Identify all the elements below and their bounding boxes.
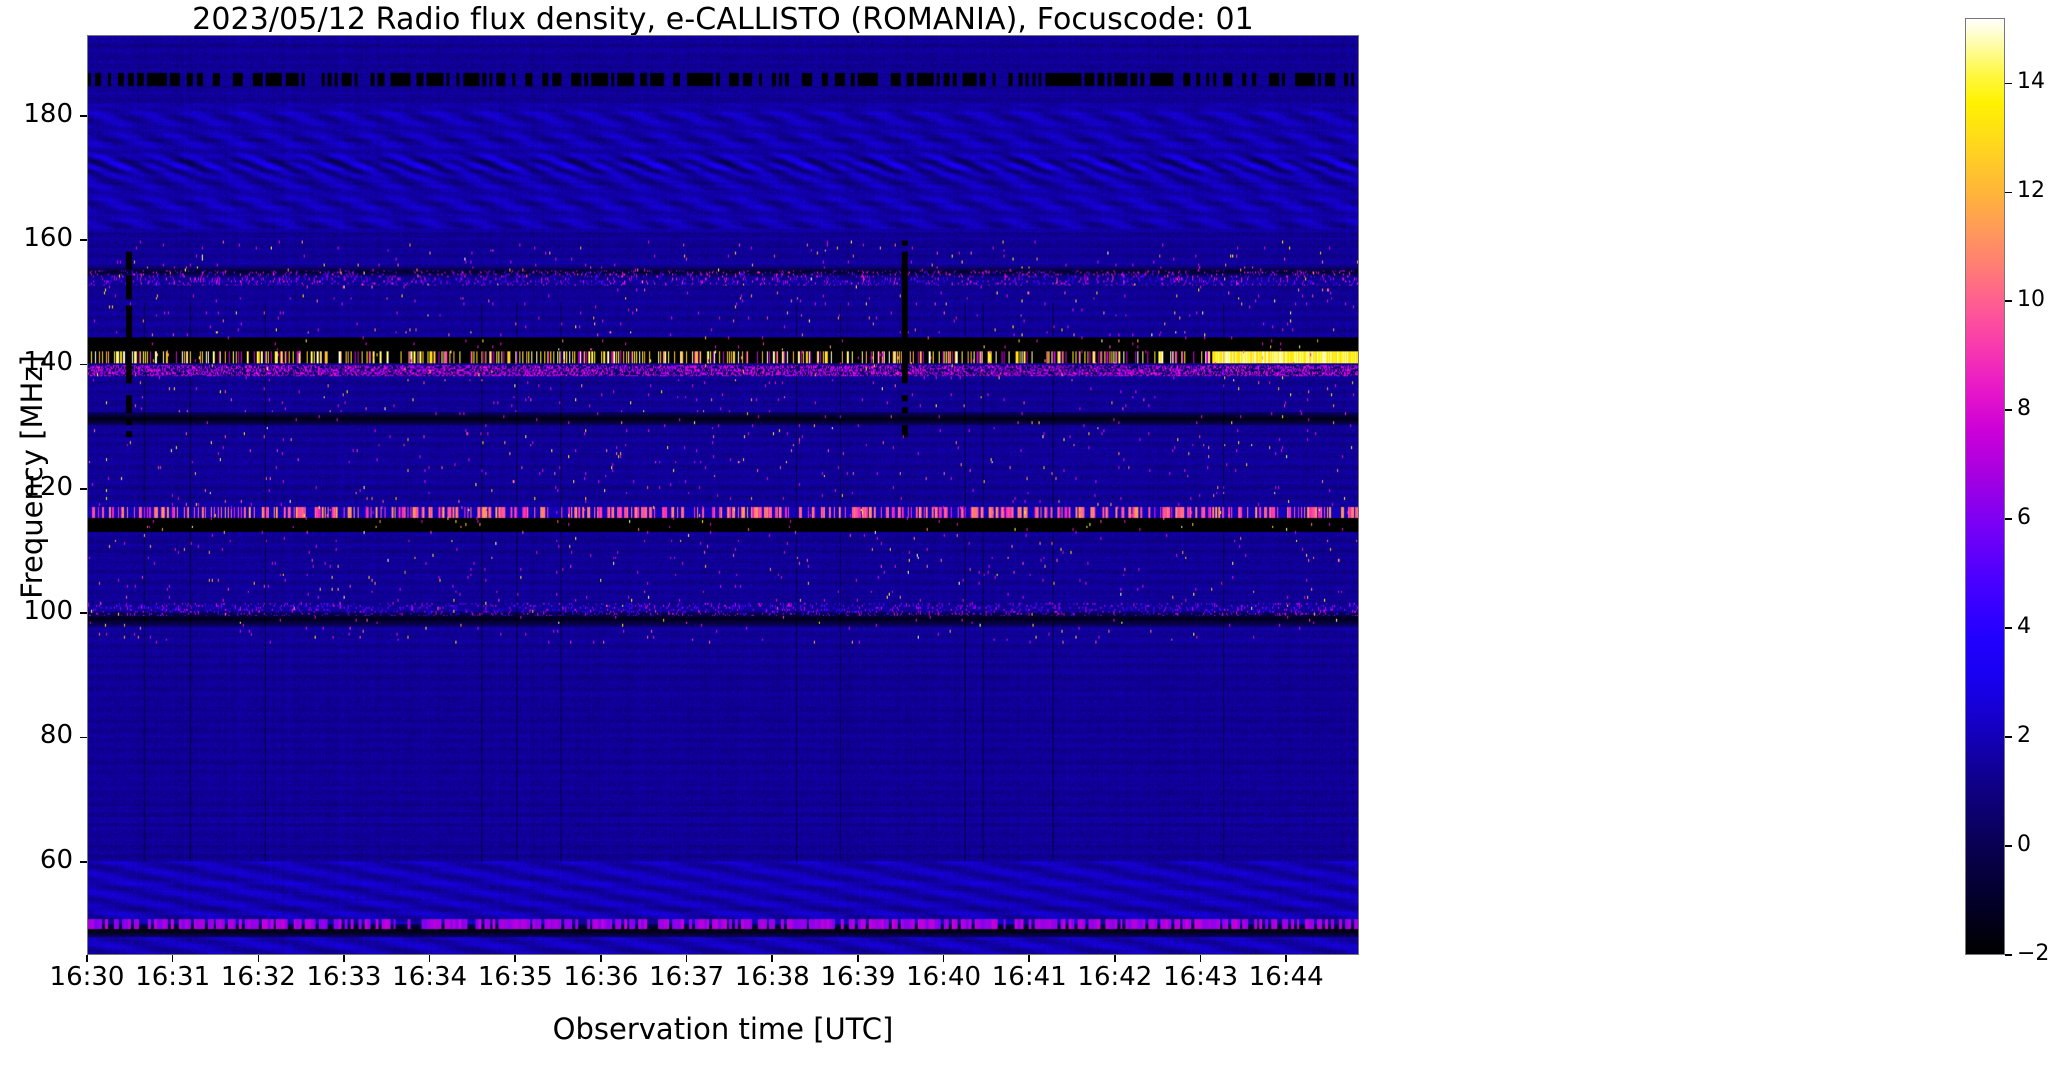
y-tick-label: 100: [23, 596, 73, 627]
colorbar-tick-label: −2: [2017, 941, 2050, 966]
y-tick-mark: [80, 239, 87, 241]
x-tick-mark: [771, 955, 774, 962]
x-tick-label: 16:32: [220, 962, 296, 992]
colorbar-tick-mark: [2005, 300, 2012, 303]
x-tick-label: 16:33: [306, 962, 382, 992]
colorbar-tick-label: 6: [2017, 505, 2031, 531]
x-tick-label: 16:44: [1248, 962, 1324, 992]
colorbar-tick-label: 14: [2017, 69, 2045, 95]
x-tick-mark: [171, 955, 174, 962]
x-tick-mark: [1199, 955, 1202, 962]
colorbar-tick-label: 0: [2017, 832, 2031, 858]
colorbar-tick-label: 2: [2017, 723, 2031, 749]
colorbar-tick-label: 12: [2017, 178, 2045, 204]
x-tick-mark: [257, 955, 260, 962]
y-tick-mark: [80, 487, 87, 490]
y-tick-mark: [80, 736, 87, 739]
x-tick-label: 16:30: [49, 962, 125, 992]
x-tick-label: 16:40: [906, 962, 982, 992]
colorbar-tick-label: 10: [2017, 287, 2045, 313]
colorbar-tick-label: 8: [2017, 396, 2031, 422]
colorbar-gradient: [1965, 18, 2005, 955]
y-tick-label: 80: [39, 720, 73, 751]
y-tick-label: 180: [23, 98, 73, 129]
x-tick-mark: [343, 955, 345, 962]
x-tick-label: 16:43: [1163, 962, 1238, 992]
y-tick-mark: [80, 860, 87, 863]
x-tick-label: 16:31: [135, 962, 211, 992]
x-tick-label: 16:35: [477, 962, 553, 992]
y-tick-label: 140: [23, 347, 73, 378]
colorbar-tick-mark: [2005, 82, 2012, 85]
x-tick-mark: [942, 955, 945, 962]
colorbar-tick-mark: [2005, 627, 2012, 629]
x-tick-label: 16:34: [392, 962, 468, 992]
y-tick-mark: [80, 363, 87, 366]
x-tick-mark: [600, 955, 602, 962]
colorbar-tick-mark: [2005, 191, 2012, 194]
colorbar-tick-mark: [2005, 736, 2012, 738]
page-title: 2023/05/12 Radio flux density, e-CALLIST…: [192, 2, 1254, 37]
x-axis-label: Observation time [UTC]: [552, 1012, 894, 1046]
y-tick-label: 120: [23, 471, 73, 502]
x-tick-mark: [685, 955, 688, 962]
y-tick-label: 60: [39, 844, 73, 875]
colorbar[interactable]: −2 0 2 4 6 8 10 12 14: [1965, 18, 2049, 966]
x-tick-mark: [1285, 955, 1287, 962]
y-tick-mark: [80, 612, 87, 614]
x-tick-label: 16:38: [734, 962, 810, 992]
spectrogram-plot[interactable]: [87, 35, 1359, 955]
spectrogram-image: [88, 36, 1358, 954]
x-tick-mark: [857, 955, 859, 962]
colorbar-tick-mark: [2005, 845, 2012, 847]
y-tick-mark: [80, 115, 87, 117]
x-tick-mark: [1028, 955, 1031, 962]
x-tick-label: 16:36: [563, 962, 639, 992]
colorbar-tick-mark: [2005, 409, 2012, 412]
x-tick-label: 16:37: [649, 962, 725, 992]
colorbar-tick-mark: [2005, 954, 2012, 956]
x-tick-label: 16:42: [1077, 962, 1153, 992]
x-tick-label: 16:39: [820, 962, 896, 992]
x-tick-mark: [514, 955, 517, 962]
x-tick-mark: [1114, 955, 1116, 962]
colorbar-tick-mark: [2005, 518, 2012, 520]
x-tick-mark: [428, 955, 431, 962]
x-tick-mark: [86, 955, 88, 962]
x-tick-label: 16:41: [991, 962, 1067, 992]
colorbar-tick-label: 4: [2017, 614, 2031, 640]
y-tick-label: 160: [23, 223, 73, 254]
